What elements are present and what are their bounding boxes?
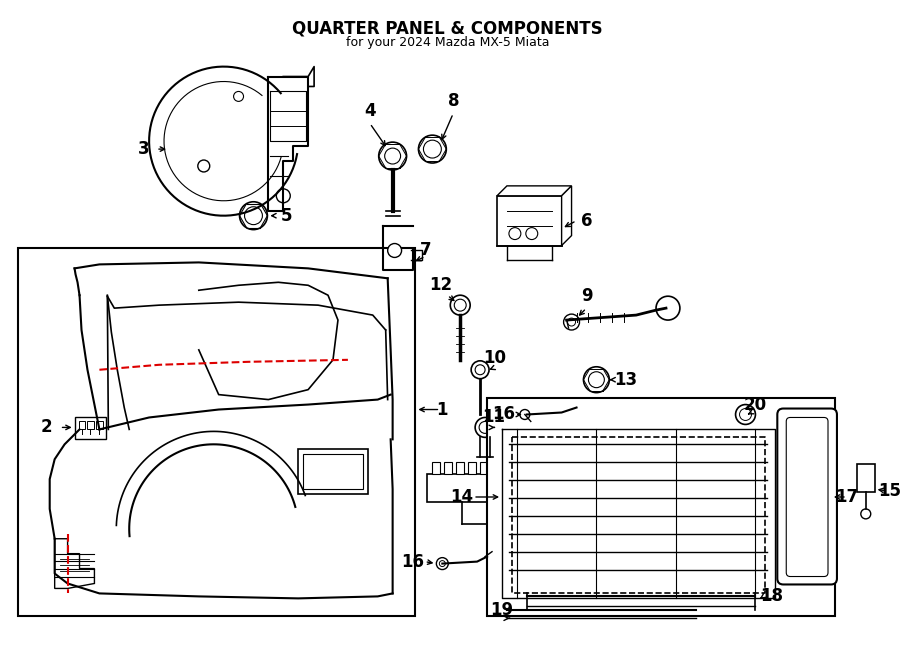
Text: 16: 16 — [492, 405, 516, 424]
Bar — [857, 464, 875, 492]
Text: 12: 12 — [428, 276, 452, 294]
Polygon shape — [562, 186, 572, 245]
Circle shape — [568, 318, 575, 326]
Text: 4: 4 — [364, 102, 375, 120]
FancyBboxPatch shape — [787, 418, 828, 576]
Circle shape — [379, 142, 407, 170]
Polygon shape — [55, 539, 94, 588]
Bar — [96, 422, 104, 430]
Circle shape — [656, 296, 680, 320]
Circle shape — [479, 422, 491, 434]
Bar — [303, 454, 363, 489]
Circle shape — [589, 371, 605, 387]
Bar — [487, 398, 835, 616]
Text: 14: 14 — [451, 488, 473, 506]
Text: 5: 5 — [281, 207, 292, 225]
Text: 9: 9 — [580, 288, 592, 305]
Circle shape — [418, 136, 446, 163]
Circle shape — [508, 227, 521, 239]
Bar — [78, 422, 86, 430]
Circle shape — [526, 227, 538, 239]
Circle shape — [450, 295, 470, 315]
Bar — [504, 462, 512, 474]
Circle shape — [436, 558, 448, 570]
Circle shape — [423, 140, 441, 158]
Circle shape — [234, 91, 244, 101]
FancyBboxPatch shape — [778, 408, 837, 584]
Bar — [75, 418, 106, 440]
Circle shape — [198, 160, 210, 172]
Text: 17: 17 — [835, 488, 859, 506]
Circle shape — [245, 207, 263, 225]
Text: 19: 19 — [491, 602, 514, 619]
Circle shape — [439, 561, 446, 566]
Bar — [298, 449, 368, 494]
Bar — [87, 422, 94, 430]
Text: 3: 3 — [139, 140, 150, 158]
Circle shape — [388, 243, 401, 257]
Circle shape — [735, 405, 755, 424]
Circle shape — [454, 299, 466, 311]
Circle shape — [583, 367, 609, 393]
Bar — [456, 462, 464, 474]
Text: 1: 1 — [436, 401, 448, 418]
Circle shape — [563, 314, 580, 330]
Text: 15: 15 — [878, 482, 900, 500]
Circle shape — [860, 509, 870, 519]
Bar — [445, 462, 453, 474]
Circle shape — [475, 365, 485, 375]
Bar — [468, 462, 476, 474]
Text: 7: 7 — [419, 241, 431, 260]
Text: 20: 20 — [744, 395, 767, 414]
Text: 11: 11 — [482, 408, 506, 426]
Circle shape — [520, 410, 530, 420]
Circle shape — [239, 202, 267, 229]
Text: 18: 18 — [760, 588, 783, 605]
Text: 10: 10 — [483, 349, 507, 367]
Text: QUARTER PANEL & COMPONENTS: QUARTER PANEL & COMPONENTS — [292, 20, 603, 38]
Bar — [18, 249, 416, 616]
Text: 2: 2 — [40, 418, 52, 436]
Circle shape — [276, 189, 290, 203]
Text: 8: 8 — [447, 93, 459, 110]
Bar — [497, 196, 562, 245]
Bar — [428, 474, 522, 502]
Bar — [480, 462, 488, 474]
Text: 16: 16 — [401, 553, 424, 570]
Text: 6: 6 — [580, 212, 592, 229]
Circle shape — [740, 408, 752, 420]
Text: 13: 13 — [615, 371, 638, 389]
Circle shape — [384, 148, 400, 164]
Bar — [492, 462, 500, 474]
Polygon shape — [497, 186, 572, 196]
Text: for your 2024 Mazda MX-5 Miata: for your 2024 Mazda MX-5 Miata — [346, 36, 549, 49]
Bar — [432, 462, 440, 474]
Circle shape — [472, 361, 489, 379]
Circle shape — [475, 418, 495, 438]
